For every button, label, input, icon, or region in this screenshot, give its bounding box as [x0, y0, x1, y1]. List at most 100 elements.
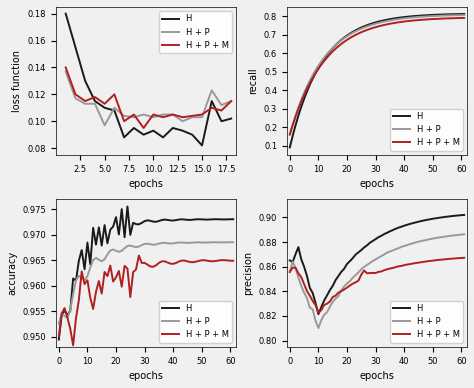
H: [160, 135, 166, 140]
H + P: [228, 99, 234, 103]
H: [70, 276, 76, 281]
Line: H: H: [290, 14, 464, 147]
H + P + M: [441, 257, 447, 262]
H: [441, 215, 447, 219]
H + P + M: [141, 126, 146, 130]
H: [219, 119, 224, 123]
H + P + M: [344, 38, 349, 42]
Y-axis label: recall: recall: [248, 68, 258, 94]
H: [308, 80, 314, 85]
H + P + M: [92, 95, 98, 99]
Legend: H, H + P, H + P + M: H, H + P, H + P + M: [159, 301, 232, 343]
H + P + M: [209, 106, 215, 110]
H: [125, 204, 130, 209]
H + P: [209, 88, 215, 93]
Line: H + P + M: H + P + M: [66, 68, 231, 128]
H + P + M: [414, 18, 419, 23]
H + P: [102, 257, 108, 262]
H + P: [162, 241, 167, 245]
H: [150, 128, 156, 133]
H + P: [131, 115, 137, 120]
H + P: [414, 15, 419, 19]
H + P: [287, 270, 292, 274]
H + P + M: [136, 253, 142, 258]
H + P: [413, 15, 419, 19]
H + P + M: [70, 343, 76, 348]
H: [287, 258, 292, 263]
H + P: [199, 115, 205, 120]
H: [102, 223, 108, 227]
H: [228, 116, 234, 121]
H + P: [228, 240, 233, 244]
H: [111, 108, 117, 113]
H + P + M: [230, 258, 236, 263]
H + P + M: [121, 119, 127, 123]
H + P + M: [73, 316, 79, 320]
H: [63, 11, 69, 16]
Y-axis label: accuracy: accuracy: [7, 251, 17, 295]
Line: H + P: H + P: [290, 15, 464, 135]
H + P: [160, 112, 166, 117]
H + P + M: [301, 282, 307, 286]
H: [170, 126, 176, 130]
H: [121, 135, 127, 140]
Line: H + P + M: H + P + M: [59, 255, 233, 345]
H: [301, 264, 307, 269]
Legend: H, H + P, H + P + M: H, H + P, H + P + M: [390, 109, 463, 151]
H: [164, 218, 170, 222]
H + P + M: [56, 334, 62, 339]
H + P: [324, 310, 330, 315]
H: [230, 217, 236, 222]
H + P + M: [396, 264, 401, 268]
H + P: [336, 294, 341, 298]
H + P + M: [167, 261, 173, 266]
H: [461, 12, 467, 16]
H + P: [316, 326, 321, 331]
H + P: [441, 234, 447, 239]
H: [56, 337, 62, 342]
X-axis label: epochs: epochs: [128, 179, 164, 189]
H + P: [141, 112, 146, 117]
H: [90, 225, 96, 230]
H + P + M: [324, 301, 330, 306]
H + P: [102, 123, 108, 128]
H: [356, 26, 362, 31]
H: [210, 217, 216, 222]
Line: H + P + M: H + P + M: [290, 258, 464, 312]
H + P + M: [219, 108, 224, 113]
H + P + M: [199, 112, 205, 117]
H + P + M: [190, 114, 195, 118]
H + P: [82, 101, 88, 106]
H + P + M: [308, 79, 314, 84]
H + P: [190, 115, 195, 120]
H + P: [142, 242, 147, 246]
H + P: [121, 114, 127, 118]
H + P: [230, 240, 236, 244]
H: [413, 14, 419, 18]
H: [397, 16, 402, 20]
H: [461, 213, 467, 217]
X-axis label: epochs: epochs: [360, 371, 394, 381]
H: [344, 33, 349, 38]
Line: H: H: [66, 14, 231, 146]
H + P: [356, 28, 362, 32]
H: [141, 132, 146, 137]
H + P + M: [131, 112, 137, 117]
H + P: [301, 290, 307, 295]
H + P + M: [287, 270, 292, 274]
H + P: [111, 106, 117, 110]
H: [92, 99, 98, 103]
H: [190, 132, 195, 137]
H + P + M: [180, 115, 185, 120]
H + P + M: [160, 115, 166, 120]
H + P + M: [147, 264, 153, 269]
H + P + M: [356, 31, 362, 36]
H + P + M: [93, 289, 99, 294]
Legend: H, H + P, H + P + M: H, H + P, H + P + M: [159, 11, 232, 53]
H + P: [90, 258, 96, 262]
H + P + M: [150, 112, 156, 117]
H: [316, 312, 321, 317]
H + P: [397, 17, 402, 21]
H: [73, 45, 78, 50]
Line: H + P + M: H + P + M: [290, 18, 464, 135]
